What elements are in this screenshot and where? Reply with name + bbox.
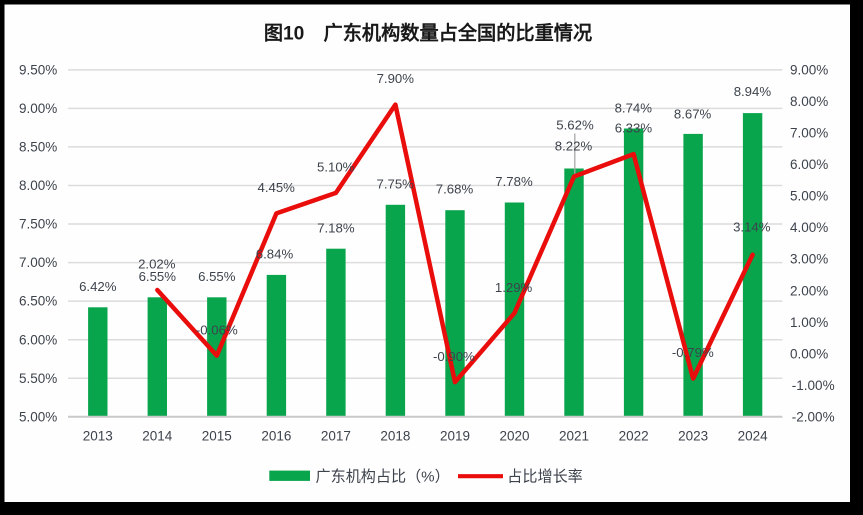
svg-text:6.55%: 6.55% — [139, 269, 177, 284]
svg-text:5.50%: 5.50% — [19, 371, 57, 386]
svg-text:7.00%: 7.00% — [19, 255, 57, 270]
svg-text:2.00%: 2.00% — [790, 283, 828, 298]
svg-text:9.00%: 9.00% — [19, 101, 57, 116]
svg-text:6.50%: 6.50% — [19, 294, 57, 309]
svg-text:0.00%: 0.00% — [790, 346, 828, 361]
svg-text:2019: 2019 — [440, 429, 470, 444]
svg-text:9.00%: 9.00% — [790, 63, 828, 78]
svg-text:3.14%: 3.14% — [733, 220, 771, 235]
svg-text:7.75%: 7.75% — [376, 176, 414, 191]
svg-text:5.00%: 5.00% — [790, 189, 828, 204]
svg-text:2013: 2013 — [83, 429, 113, 444]
svg-text:6.55%: 6.55% — [198, 269, 236, 284]
svg-text:2014: 2014 — [142, 429, 173, 444]
svg-text:7.78%: 7.78% — [495, 174, 533, 189]
svg-text:1.29%: 1.29% — [495, 280, 533, 295]
svg-text:2015: 2015 — [202, 429, 232, 444]
svg-text:2020: 2020 — [499, 429, 529, 444]
svg-text:4.00%: 4.00% — [790, 220, 828, 235]
svg-text:6.33%: 6.33% — [615, 121, 653, 136]
svg-text:2016: 2016 — [261, 429, 291, 444]
svg-text:5.62%: 5.62% — [556, 117, 594, 132]
svg-text:6.84%: 6.84% — [256, 247, 294, 262]
svg-text:7.18%: 7.18% — [317, 220, 355, 235]
svg-text:-0.79%: -0.79% — [672, 345, 714, 360]
svg-text:2017: 2017 — [321, 429, 351, 444]
svg-text:2021: 2021 — [559, 429, 589, 444]
svg-text:5.10%: 5.10% — [317, 159, 355, 174]
svg-text:占比增长率: 占比增长率 — [507, 469, 582, 486]
svg-text:8.67%: 8.67% — [674, 106, 712, 121]
svg-text:2.02%: 2.02% — [138, 256, 176, 271]
svg-text:5.00%: 5.00% — [19, 409, 57, 424]
svg-text:2023: 2023 — [678, 429, 708, 444]
svg-text:9.50%: 9.50% — [19, 63, 57, 78]
svg-text:3.00%: 3.00% — [790, 252, 828, 267]
svg-text:7.50%: 7.50% — [19, 217, 57, 232]
svg-text:6.42%: 6.42% — [79, 279, 117, 294]
svg-text:8.50%: 8.50% — [19, 140, 57, 155]
svg-text:8.74%: 8.74% — [615, 100, 653, 115]
svg-text:-1.00%: -1.00% — [792, 378, 835, 393]
svg-text:-0.90%: -0.90% — [433, 349, 475, 364]
svg-text:2022: 2022 — [619, 429, 649, 444]
svg-text:8.94%: 8.94% — [734, 84, 772, 99]
svg-text:6.00%: 6.00% — [19, 332, 57, 347]
svg-text:7.90%: 7.90% — [377, 71, 415, 86]
svg-text:2024: 2024 — [738, 429, 769, 444]
svg-text:广东机构占比（%）: 广东机构占比（%） — [316, 469, 450, 486]
svg-text:8.00%: 8.00% — [790, 94, 828, 109]
svg-text:8.00%: 8.00% — [19, 178, 57, 193]
svg-text:7.00%: 7.00% — [790, 126, 828, 141]
svg-text:-2.00%: -2.00% — [792, 409, 835, 424]
svg-text:图10 广东机构数量占全国的比重情况: 图10 广东机构数量占全国的比重情况 — [264, 21, 592, 44]
svg-text:1.00%: 1.00% — [790, 315, 828, 330]
svg-text:6.00%: 6.00% — [790, 157, 828, 172]
svg-text:-0.06%: -0.06% — [196, 322, 238, 337]
svg-text:4.45%: 4.45% — [257, 180, 295, 195]
svg-text:7.68%: 7.68% — [436, 182, 474, 197]
svg-text:8.22%: 8.22% — [555, 139, 593, 154]
svg-text:2018: 2018 — [380, 429, 410, 444]
